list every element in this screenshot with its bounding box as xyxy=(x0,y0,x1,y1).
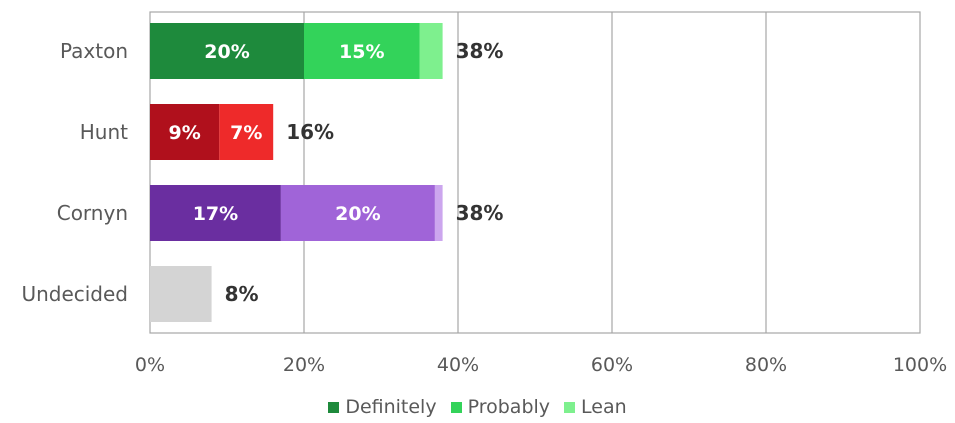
legend: Definitely Probably Lean xyxy=(0,396,955,418)
legend-item: Probably xyxy=(450,396,551,418)
legend-swatch xyxy=(328,401,340,413)
bar-row: 20% 15% 38% xyxy=(150,23,503,79)
category-label: Undecided xyxy=(21,282,128,306)
total-value-label: 38% xyxy=(456,39,504,63)
category-label: Hunt xyxy=(80,120,128,144)
segment-value-label: 15% xyxy=(339,41,384,63)
x-tick-label: 80% xyxy=(745,354,787,376)
bar-segment xyxy=(150,23,304,79)
bar-row: 9% 7% 16% xyxy=(150,104,334,160)
segment-value-label: 20% xyxy=(335,203,380,225)
stacked-bar-chart: 0% 20% 40% 60% 80% 100% Paxton Hunt Cornyn Undec… xyxy=(21,11,947,376)
bar-segment xyxy=(280,185,435,241)
bar-segment xyxy=(150,266,212,322)
segment-value-label: 17% xyxy=(193,203,238,225)
x-axis-tick-labels: 0% 20% 40% 60% 80% 100% xyxy=(135,354,947,376)
segment-value-label: 20% xyxy=(204,41,249,63)
x-tick-label: 100% xyxy=(893,354,947,376)
segment-value-label: 9% xyxy=(169,122,201,144)
category-label: Paxton xyxy=(60,39,128,63)
bar-segment xyxy=(434,185,443,241)
x-tick-label: 60% xyxy=(591,354,633,376)
bar-segment xyxy=(419,23,443,79)
x-tick-label: 0% xyxy=(135,354,165,376)
bar-segment xyxy=(304,23,420,79)
bar-segment xyxy=(150,104,220,160)
plot-border xyxy=(149,11,921,334)
legend-swatch xyxy=(564,401,576,413)
legend-label: Probably xyxy=(467,396,551,418)
legend-label: Definitely xyxy=(345,396,437,418)
total-value-label: 8% xyxy=(225,282,259,306)
segment-value-label: 7% xyxy=(230,122,262,144)
bar-row: 17% 20% 38% xyxy=(150,185,503,241)
gridlines xyxy=(149,11,921,334)
legend-item: Definitely xyxy=(328,396,437,418)
bars: 20% 15% 38% 9% 7% 16% 17% 20% 38% 8% xyxy=(150,23,503,322)
x-tick-label: 40% xyxy=(437,354,479,376)
bar-row: 8% xyxy=(150,266,259,322)
legend-label: Lean xyxy=(581,396,627,418)
category-label: Cornyn xyxy=(57,201,128,225)
category-labels: Paxton Hunt Cornyn Undecided xyxy=(21,39,128,306)
legend-swatch xyxy=(450,401,462,413)
legend-item: Lean xyxy=(564,396,627,418)
x-tick-label: 20% xyxy=(283,354,325,376)
total-value-label: 16% xyxy=(286,120,334,144)
total-value-label: 38% xyxy=(456,201,504,225)
bar-segment xyxy=(150,185,281,241)
bar-segment xyxy=(219,104,274,160)
